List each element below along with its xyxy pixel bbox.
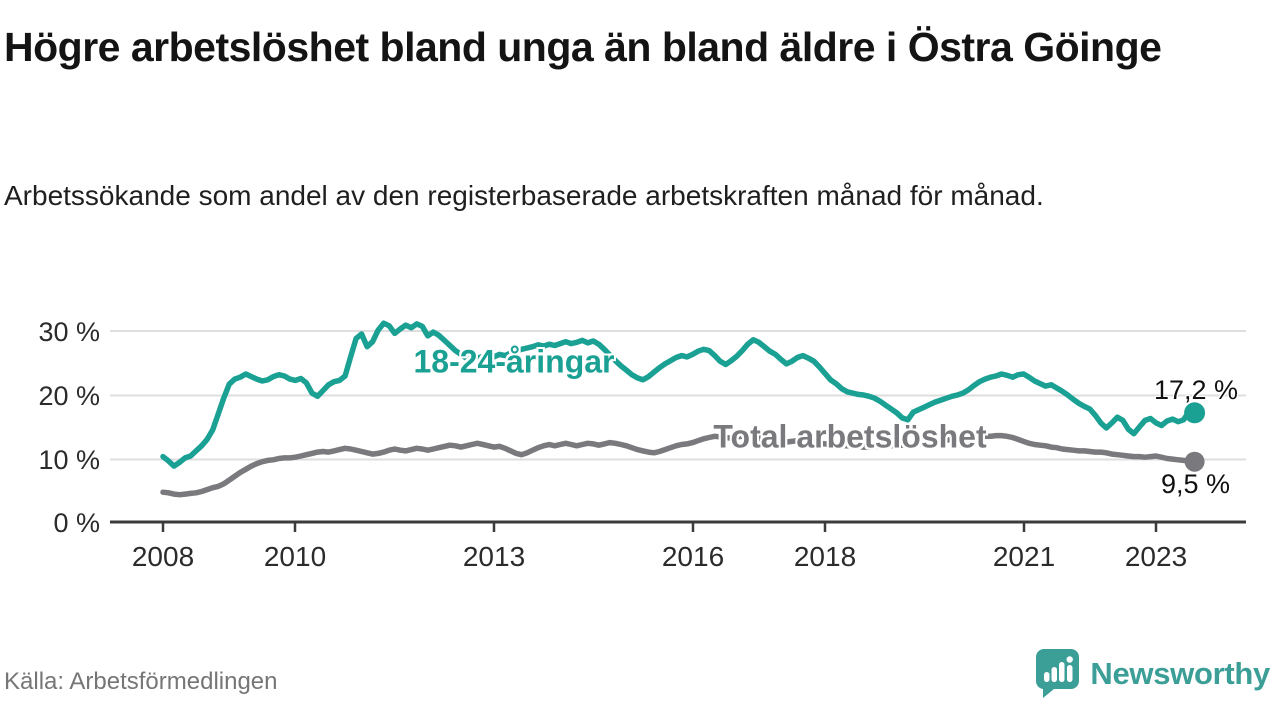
series-endpoint-total: [1184, 451, 1205, 472]
x-tick-2016: 2016: [661, 541, 725, 572]
series-line-total: [160, 432, 1198, 498]
series-label-young: 18-24-åringar: [413, 343, 615, 380]
y-tick-10: 10 %: [38, 445, 100, 475]
newsworthy-bubble-icon: [1036, 649, 1080, 698]
page-subtitle: Arbetssökande som andel av den registerb…: [4, 180, 1044, 211]
y-tick-30: 30 %: [38, 317, 100, 347]
newsworthy-wordmark: Newsworthy: [1090, 655, 1270, 691]
end-value-young: 17,2 %: [1153, 375, 1238, 405]
x-tick-2008: 2008: [131, 541, 195, 572]
x-tick-2023: 2023: [1124, 541, 1188, 572]
series-line-young: [160, 320, 1198, 469]
y-tick-0: 0 %: [53, 508, 100, 538]
y-tick-20: 20 %: [38, 381, 100, 411]
gridlines: [110, 330, 1246, 461]
x-tick-2013: 2013: [462, 541, 526, 572]
series-label-total: Total arbetslöshet: [713, 418, 987, 455]
series-endpoint-young: [1184, 402, 1206, 424]
newsworthy-logo: Newsworthy: [1035, 648, 1270, 699]
x-tick-2021: 2021: [992, 541, 1056, 572]
page-title: Högre arbetslöshet bland unga än bland ä…: [4, 24, 1162, 70]
x-axis: [110, 520, 1246, 532]
x-tick-2010: 2010: [263, 541, 327, 572]
x-tick-2018: 2018: [793, 541, 857, 572]
source-note: Källa: Arbetsförmedlingen: [4, 668, 278, 695]
end-value-total: 9,5 %: [1160, 469, 1230, 499]
